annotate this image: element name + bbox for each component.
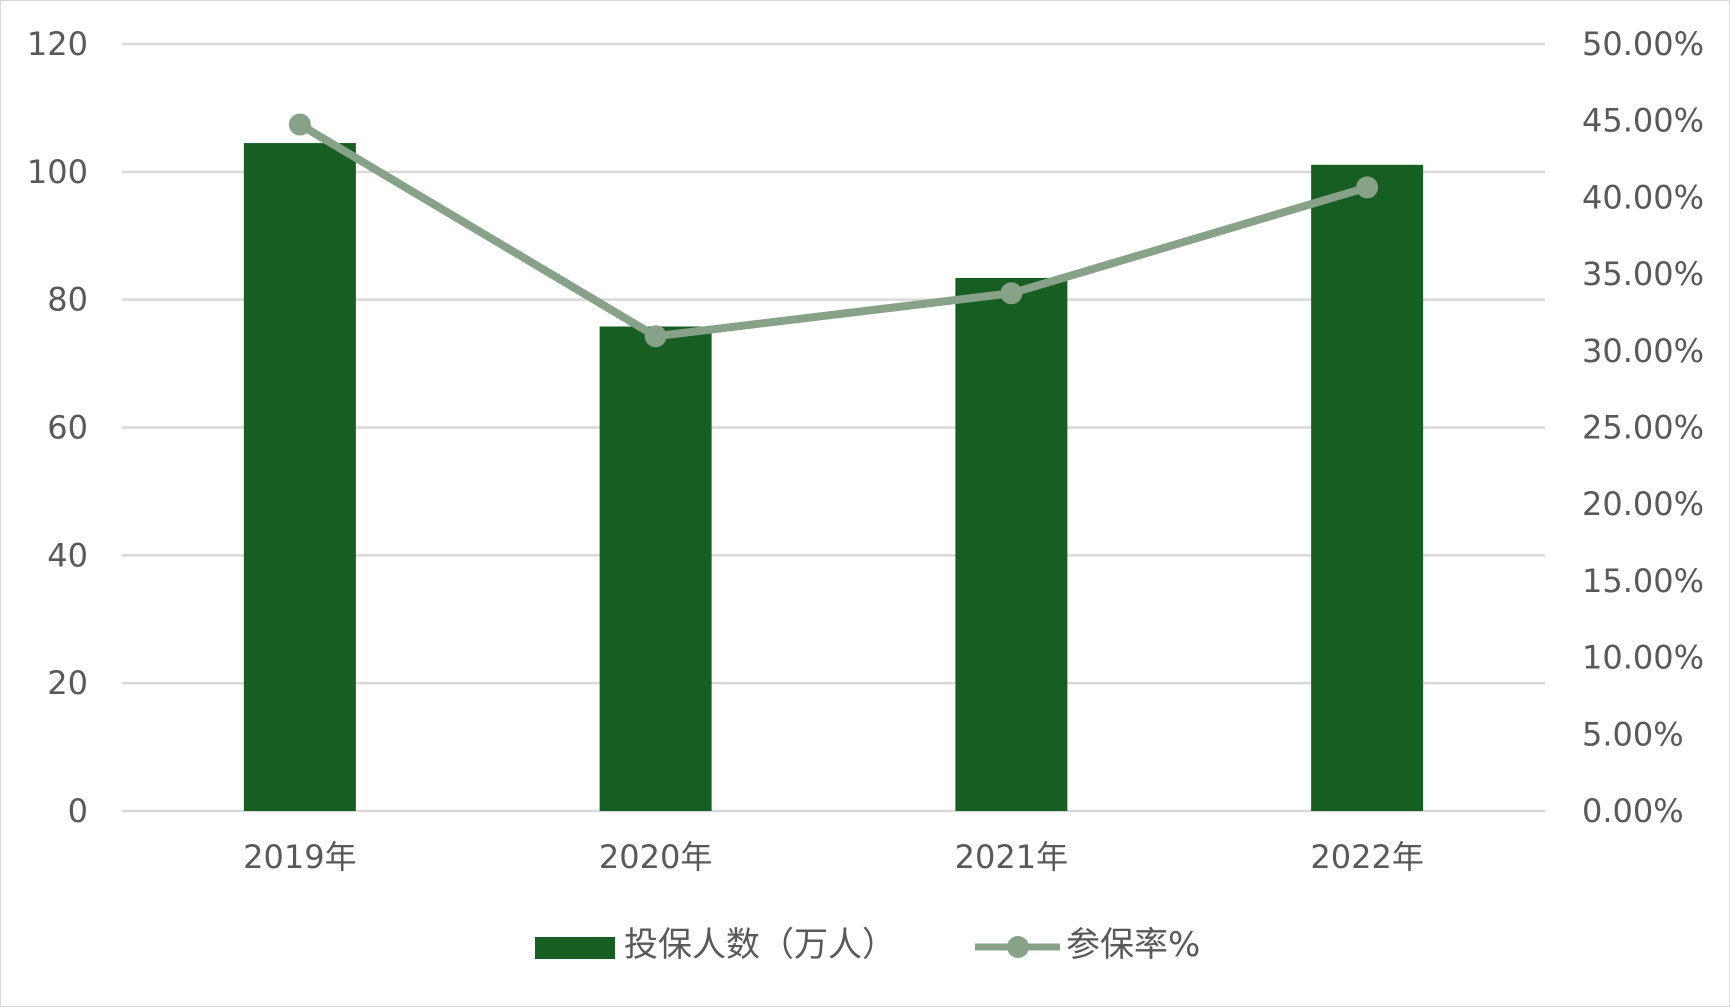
y-right-tick-label: 25.00% — [1582, 409, 1704, 447]
left-axis: 0 20 40 60 80 100 120 — [27, 25, 88, 830]
line-point — [288, 113, 311, 136]
bar — [599, 326, 712, 811]
bar — [243, 143, 356, 812]
y-right-tick-label: 0.00% — [1582, 792, 1684, 830]
bar — [1311, 164, 1424, 812]
x-tick-label: 2020年 — [599, 838, 712, 876]
x-tick-label: 2022年 — [1310, 838, 1423, 876]
y-right-tick-label: 45.00% — [1582, 102, 1704, 140]
y-left-tick-label: 20 — [47, 664, 88, 702]
y-right-tick-label: 35.00% — [1582, 255, 1704, 293]
y-right-tick-label: 5.00% — [1582, 715, 1684, 753]
x-axis: 2019年 2020年 2021年 2022年 — [243, 838, 1424, 876]
y-right-tick-label: 10.00% — [1582, 639, 1704, 677]
legend: 投保人数（万人） 参保率% — [535, 925, 1200, 965]
y-left-tick-label: 100 — [27, 153, 88, 191]
line-point — [1356, 176, 1379, 199]
y-right-tick-label: 50.00% — [1582, 25, 1704, 63]
bar-series — [243, 143, 1424, 812]
x-tick-label: 2019年 — [243, 838, 356, 876]
line-series — [288, 113, 1379, 348]
legend-bar-swatch — [535, 937, 615, 959]
line-point — [1000, 282, 1023, 305]
y-right-tick-label: 30.00% — [1582, 332, 1704, 370]
legend-line-label: 参保率% — [1066, 925, 1200, 965]
y-left-tick-label: 40 — [47, 536, 88, 574]
y-left-tick-label: 0 — [68, 792, 88, 830]
y-left-tick-label: 120 — [27, 25, 88, 63]
gridlines — [122, 42, 1545, 813]
y-right-tick-label: 40.00% — [1582, 178, 1704, 216]
legend-bar-label: 投保人数（万人） — [624, 925, 896, 965]
legend-line-marker — [1007, 936, 1029, 958]
line-path — [295, 120, 1372, 341]
line-point — [644, 325, 667, 348]
bar — [955, 277, 1068, 811]
y-right-tick-label: 15.00% — [1582, 562, 1704, 600]
x-tick-label: 2021年 — [955, 838, 1068, 876]
right-axis: 0.00% 5.00% 10.00% 15.00% 20.00% 25.00% 30.00%… — [1582, 25, 1704, 830]
y-left-tick-label: 80 — [47, 281, 88, 319]
y-right-tick-label: 20.00% — [1582, 485, 1704, 523]
y-left-tick-label: 60 — [47, 409, 88, 447]
